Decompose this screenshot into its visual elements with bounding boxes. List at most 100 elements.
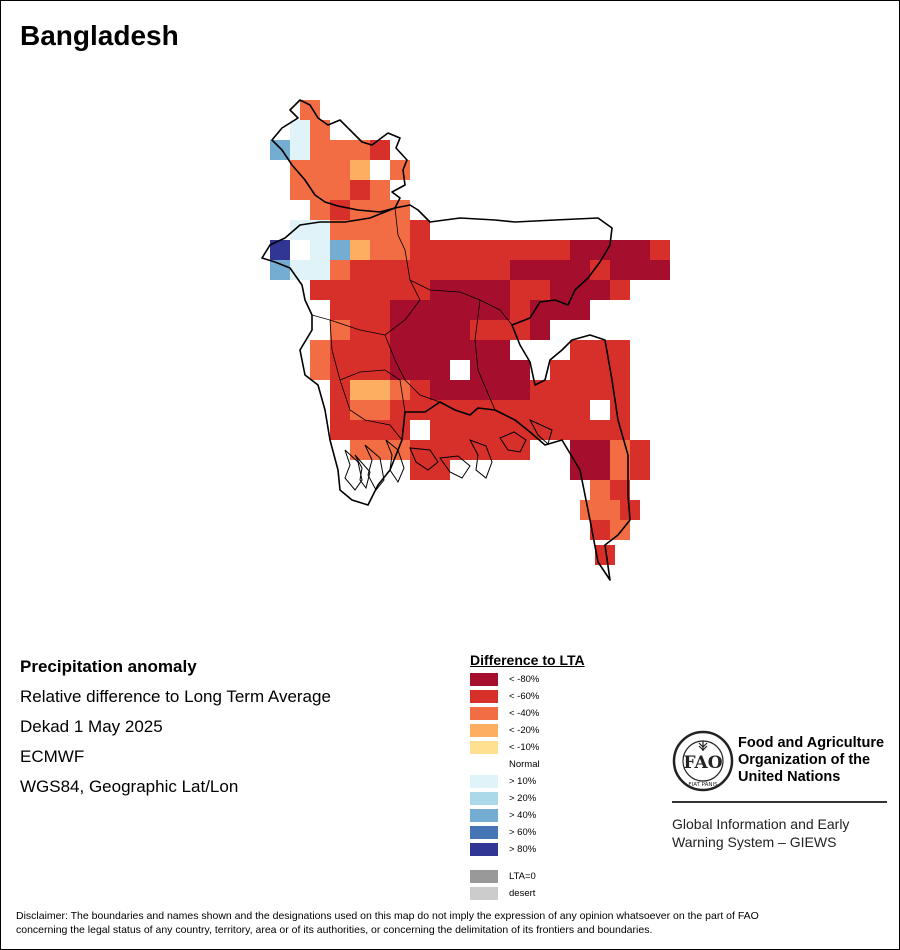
legend-label: desert bbox=[509, 888, 536, 899]
anomaly-cell bbox=[410, 340, 430, 360]
anomaly-cell bbox=[610, 240, 630, 260]
info-source: ECMWF bbox=[20, 747, 85, 766]
anomaly-cell bbox=[290, 120, 310, 140]
anomaly-cell bbox=[430, 400, 450, 420]
anomaly-cell bbox=[490, 380, 510, 400]
anomaly-cell bbox=[410, 380, 430, 400]
anomaly-cell bbox=[490, 340, 510, 360]
anomaly-cell bbox=[470, 400, 490, 420]
anomaly-cell bbox=[470, 260, 490, 280]
anomaly-cell bbox=[430, 280, 450, 300]
anomaly-cell bbox=[390, 340, 410, 360]
map-title: Bangladesh bbox=[20, 20, 179, 51]
legend-item: desert bbox=[470, 886, 650, 903]
anomaly-cell bbox=[430, 380, 450, 400]
anomaly-cell bbox=[630, 460, 650, 480]
anomaly-cell bbox=[290, 240, 310, 260]
system-name: Global Information and Early Warning Sys… bbox=[672, 816, 850, 850]
anomaly-cell bbox=[390, 260, 410, 280]
anomaly-cell bbox=[630, 260, 650, 280]
anomaly-cell bbox=[390, 240, 410, 260]
org-divider bbox=[672, 801, 887, 803]
anomaly-cell bbox=[370, 240, 390, 260]
anomaly-cell bbox=[510, 420, 530, 440]
anomaly-cell bbox=[510, 400, 530, 420]
anomaly-cell bbox=[470, 320, 490, 340]
anomaly-cell bbox=[510, 260, 530, 280]
anomaly-cell bbox=[570, 280, 590, 300]
anomaly-cell bbox=[450, 240, 470, 260]
anomaly-cell bbox=[450, 400, 470, 420]
anomaly-cell bbox=[310, 240, 330, 260]
anomaly-cell bbox=[370, 160, 390, 180]
legend-item: < -40% bbox=[470, 706, 650, 723]
anomaly-cell bbox=[490, 420, 510, 440]
anomaly-cell bbox=[610, 400, 630, 420]
anomaly-cell bbox=[590, 440, 610, 460]
anomaly-cell bbox=[590, 360, 610, 380]
anomaly-cell bbox=[450, 340, 470, 360]
anomaly-cell bbox=[450, 360, 470, 380]
anomaly-cell bbox=[410, 240, 430, 260]
anomaly-cell bbox=[510, 320, 530, 340]
anomaly-cell bbox=[310, 120, 330, 140]
anomaly-cell bbox=[350, 260, 370, 280]
anomaly-cell bbox=[490, 260, 510, 280]
anomaly-cell bbox=[430, 340, 450, 360]
anomaly-cell bbox=[330, 360, 350, 380]
division-boundaries bbox=[311, 207, 513, 441]
anomaly-cell bbox=[350, 420, 370, 440]
legend-label: < -80% bbox=[509, 674, 540, 685]
anomaly-cell bbox=[370, 440, 390, 460]
country-outline bbox=[261, 99, 631, 581]
anomaly-cell bbox=[290, 160, 310, 180]
disclaimer: Disclaimer: The boundaries and names sho… bbox=[16, 910, 759, 936]
legend-swatch bbox=[470, 758, 498, 771]
anomaly-cell bbox=[470, 380, 490, 400]
anomaly-cell bbox=[330, 240, 350, 260]
legend-label: LTA=0 bbox=[509, 871, 536, 882]
anomaly-cell bbox=[410, 220, 430, 240]
anomaly-cell bbox=[350, 180, 370, 200]
anomaly-cell bbox=[310, 340, 330, 360]
anomaly-cell bbox=[390, 420, 410, 440]
anomaly-cell bbox=[370, 380, 390, 400]
anomaly-cell bbox=[450, 440, 470, 460]
anomaly-cell bbox=[550, 240, 570, 260]
anomaly-cell bbox=[430, 260, 450, 280]
legend-item: Normal bbox=[470, 757, 650, 774]
anomaly-cell bbox=[550, 420, 570, 440]
anomaly-cell bbox=[590, 480, 610, 500]
anomaly-cell bbox=[390, 160, 410, 180]
anomaly-cell bbox=[310, 140, 330, 160]
anomaly-cell bbox=[570, 360, 590, 380]
anomaly-cell bbox=[290, 260, 310, 280]
anomaly-cell bbox=[610, 260, 630, 280]
anomaly-cell bbox=[530, 420, 550, 440]
anomaly-cell bbox=[590, 280, 610, 300]
anomaly-cell bbox=[470, 280, 490, 300]
anomaly-cell bbox=[310, 160, 330, 180]
anomaly-cell bbox=[370, 420, 390, 440]
anomaly-cell bbox=[630, 440, 650, 460]
legend-swatch bbox=[470, 673, 498, 686]
anomaly-cell bbox=[580, 500, 600, 520]
legend-item: LTA=0 bbox=[470, 869, 650, 886]
info-projection: WGS84, Geographic Lat/Lon bbox=[20, 777, 239, 796]
anomaly-cell bbox=[590, 400, 610, 420]
anomaly-cell bbox=[590, 520, 610, 540]
anomaly-cell bbox=[410, 460, 430, 480]
anomaly-cell bbox=[590, 380, 610, 400]
legend-swatch bbox=[470, 690, 498, 703]
anomaly-cell bbox=[490, 280, 510, 300]
legend-swatch bbox=[470, 826, 498, 839]
anomaly-cell bbox=[650, 240, 670, 260]
anomaly-cell bbox=[510, 300, 530, 320]
anomaly-cell bbox=[570, 420, 590, 440]
anomaly-cell bbox=[350, 140, 370, 160]
anomaly-cell bbox=[430, 460, 450, 480]
legend-extra-items: LTA=0 desert bbox=[470, 869, 650, 903]
anomaly-cell bbox=[470, 440, 490, 460]
anomaly-cell bbox=[410, 440, 430, 460]
anomaly-cell bbox=[570, 440, 590, 460]
